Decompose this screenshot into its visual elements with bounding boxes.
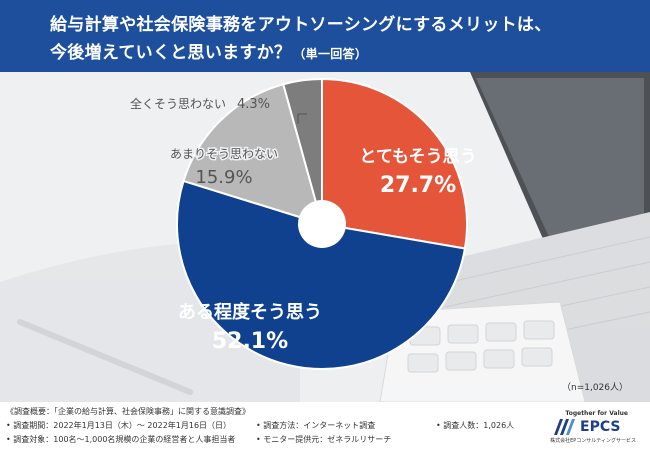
pie-chart: とてもそう思う 27.7% ある程度そう思う 52.1% あまりそう思わない 15.9% 全… <box>0 72 650 402</box>
chart-title-line-2: 今後増えていくと思いますか？ （単一回答） <box>50 38 367 63</box>
logo-name: EPCS <box>580 419 621 435</box>
monitor-source: • モニター提供元：ゼネラルリサーチ <box>256 435 392 444</box>
epcs-logo: Together for Value EPCS 株式会社EPコンサルティングサー… <box>548 410 636 446</box>
survey-method: • 調査方法：インターネット調査 <box>256 421 376 430</box>
pie-labels: とてもそう思う 27.7% ある程度そう思う 52.1% あまりそう思わない 15.9% 全… <box>128 95 476 355</box>
pie-center-hole <box>298 200 346 248</box>
epcs-mark-icon <box>554 419 575 435</box>
logo-subname: 株式会社EPコンサルティングサービス <box>550 438 636 444</box>
pie-slice-somewhat-value: 52.1% <box>212 329 288 354</box>
survey-period: • 調査期間：2022年1月13日（木）～ 2022年1月16日（日） <box>6 421 232 430</box>
pie-slices <box>176 77 468 370</box>
survey-count: • 調査人数：1,026人 <box>436 421 515 430</box>
title-bar: 給与計算や社会保険事務をアウトソーシングにするメリットは、 今後増えていくと思い… <box>0 0 650 72</box>
pie-slice-not-much-value: 15.9% <box>195 167 252 188</box>
chart-area: とてもそう思う 27.7% ある程度そう思う 52.1% あまりそう思わない 15.9% 全… <box>0 72 650 402</box>
survey-footer: 《調査概要：「企業の給与計算、社会保険事務」に関する意識調査》 • 調査期間：2… <box>0 402 650 450</box>
survey-target: • 調査対象：100名～1,000名規模の企業の経営者と人事担当者 <box>6 435 236 444</box>
chart-title-note: （単一回答） <box>293 47 368 61</box>
pie-slice-somewhat <box>176 179 467 370</box>
survey-overview: 《調査概要：「企業の給与計算、社会保険事務」に関する意識調査》 <box>6 407 250 416</box>
chart-title-line-1: 給与計算や社会保険事務をアウトソーシングにするメリットは、 <box>50 15 552 35</box>
pie-slice-very-much-value: 27.7% <box>380 173 456 198</box>
pie-slice-not-at-all <box>282 77 323 225</box>
logo-tagline: Together for Value <box>565 410 628 417</box>
pie-slice-very-much <box>321 77 468 250</box>
pie-slice-very-much-label: とてもそう思う <box>359 147 476 167</box>
chart-title-question: 今後増えていくと思いますか？ <box>50 43 292 63</box>
pie-slice-not-much-label: あまりそう思わない <box>170 147 278 161</box>
pie-slice-not-at-all-value: 4.3% <box>237 97 270 112</box>
pie-slice-somewhat-label: ある程度そう思う <box>178 301 322 323</box>
pie-slice-not-at-all-label: 全くそう思わない <box>130 96 226 111</box>
sample-size: （n=1,026人） <box>561 383 628 393</box>
pie-slice-not-much <box>182 83 324 226</box>
